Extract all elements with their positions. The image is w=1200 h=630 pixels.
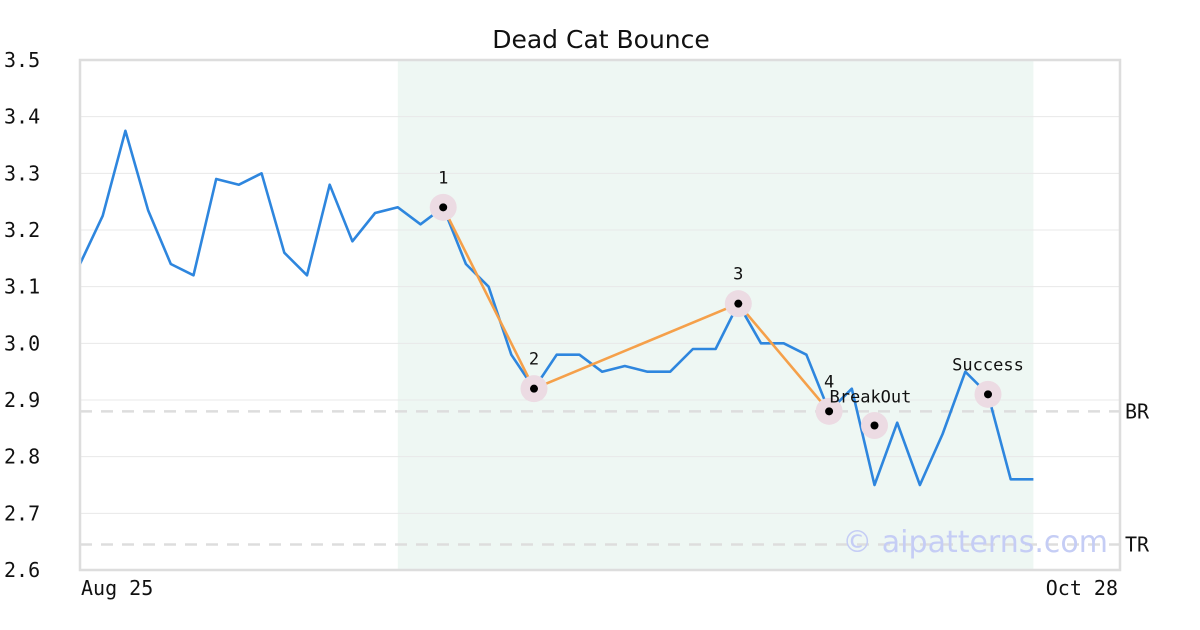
y-tick-label: 2.8	[4, 445, 40, 469]
price-line	[78, 129, 1034, 487]
event-label: BreakOut	[830, 388, 912, 408]
plot-frame	[78, 58, 1122, 572]
price-series	[78, 129, 1034, 487]
y-tick-label: 3.3	[4, 161, 40, 185]
y-tick-label: 2.9	[4, 388, 40, 412]
watermark-layer: © aipatterns.com	[842, 525, 1108, 560]
plot-border	[78, 58, 1122, 572]
x-tick-label: Aug 25	[81, 576, 153, 600]
y-tick-label: 3.1	[4, 275, 40, 299]
y-tick-label: 3.5	[4, 48, 40, 72]
y-tick-label: 2.7	[4, 501, 40, 525]
y-tick-label: 3.2	[4, 218, 40, 242]
level-label-tr: TR	[1125, 533, 1150, 557]
event-marker-dot	[984, 390, 992, 399]
pattern-marker-dot	[530, 384, 538, 393]
watermark: © aipatterns.com	[842, 525, 1108, 560]
pattern-marker-dot	[734, 299, 743, 308]
pattern-series	[442, 206, 831, 413]
y-tick-label: 2.6	[4, 558, 40, 582]
x-tick-label: Oct 28	[1046, 576, 1118, 600]
level-lines: BR TR	[80, 399, 1150, 557]
axes: 3.5 3.4 3.3 3.2 3.1 3.0 2.9 2.8 2.7 2.6 Aug 25 Oct …	[4, 48, 1118, 600]
event-label: Success	[952, 355, 1024, 375]
pattern-label: 1	[438, 168, 448, 188]
pattern-line	[442, 206, 831, 413]
pattern-label: 2	[529, 350, 539, 370]
pattern-label: 4	[824, 372, 834, 392]
level-label-br: BR	[1125, 399, 1150, 423]
y-tick-label: 3.0	[4, 331, 40, 355]
pattern-label: 3	[733, 265, 743, 285]
pattern-marker-dot	[825, 407, 834, 416]
grid	[80, 116, 1120, 514]
pattern-region	[397, 60, 1034, 570]
chart-title: Dead Cat Bounce	[492, 25, 710, 54]
y-tick-label: 3.4	[4, 105, 40, 129]
pattern-shading	[397, 60, 1034, 570]
pattern-marker-dot	[439, 203, 448, 212]
event-marker-dot	[870, 421, 879, 430]
